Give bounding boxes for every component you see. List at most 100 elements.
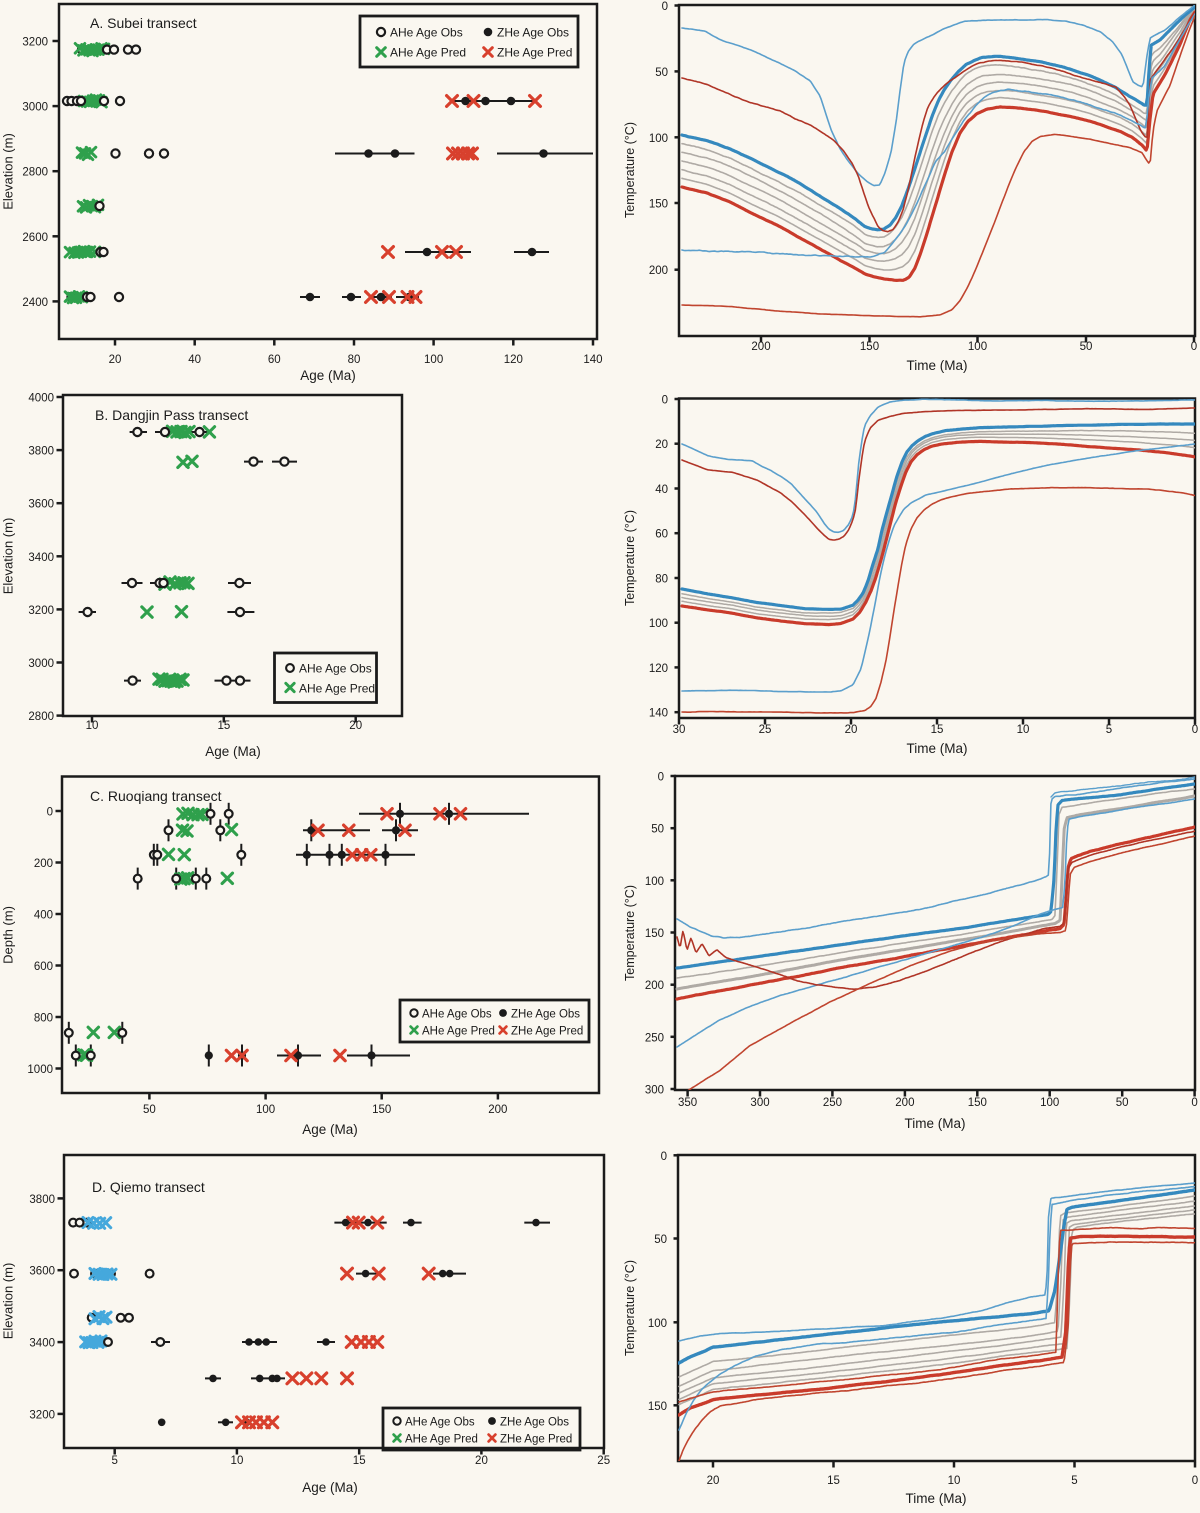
svg-text:3400: 3400 (29, 1338, 55, 1350)
svg-text:0: 0 (1192, 1475, 1198, 1487)
svg-text:60: 60 (268, 354, 281, 366)
svg-text:ZHe Age Pred: ZHe Age Pred (497, 46, 572, 60)
svg-text:300: 300 (750, 1097, 769, 1109)
svg-text:50: 50 (654, 1234, 667, 1246)
svg-text:140: 140 (583, 354, 602, 366)
svg-text:25: 25 (759, 724, 772, 736)
svg-text:ZHe Age Obs: ZHe Age Obs (500, 1417, 569, 1429)
svg-text:50: 50 (1116, 1097, 1129, 1109)
svg-text:Age (Ma): Age (Ma) (205, 744, 261, 759)
svg-text:AHe Age Obs: AHe Age Obs (390, 26, 463, 40)
svg-text:300: 300 (645, 1084, 664, 1096)
svg-text:150: 150 (649, 199, 668, 211)
svg-text:2800: 2800 (28, 711, 54, 723)
svg-text:350: 350 (678, 1097, 697, 1109)
svg-text:150: 150 (645, 928, 664, 940)
svg-text:10: 10 (948, 1475, 961, 1487)
svg-text:AHe Age Obs: AHe Age Obs (422, 1009, 492, 1021)
svg-text:0: 0 (1191, 341, 1197, 353)
svg-text:600: 600 (34, 961, 53, 973)
svg-text:Age (Ma): Age (Ma) (302, 1480, 358, 1495)
svg-text:Temperature (°C): Temperature (°C) (623, 885, 637, 981)
svg-text:3800: 3800 (29, 1194, 55, 1206)
svg-text:50: 50 (651, 824, 664, 836)
svg-text:150: 150 (968, 1097, 987, 1109)
svg-text:0: 0 (662, 395, 668, 407)
svg-text:Temperature (°C): Temperature (°C) (623, 510, 637, 606)
svg-text:0: 0 (1191, 1097, 1197, 1109)
svg-text:B. Dangjin Pass transect: B. Dangjin Pass transect (95, 407, 248, 423)
svg-text:Time (Ma): Time (Ma) (907, 358, 968, 373)
svg-text:200: 200 (649, 265, 668, 277)
svg-text:120: 120 (504, 354, 523, 366)
svg-text:Elevation (m): Elevation (m) (1, 518, 16, 595)
svg-text:140: 140 (649, 708, 668, 720)
svg-text:200: 200 (488, 1104, 507, 1116)
svg-text:AHe Age Obs: AHe Age Obs (299, 662, 372, 676)
svg-text:200: 200 (751, 341, 770, 353)
svg-text:Temperature (°C): Temperature (°C) (623, 1260, 637, 1356)
svg-text:150: 150 (860, 341, 879, 353)
svg-text:100: 100 (645, 876, 664, 888)
svg-text:30: 30 (673, 724, 686, 736)
svg-text:0: 0 (47, 807, 53, 819)
svg-text:100: 100 (649, 618, 668, 630)
svg-text:AHe Age Pred: AHe Age Pred (405, 1434, 478, 1446)
svg-text:250: 250 (645, 1032, 664, 1044)
svg-text:Elevation (m): Elevation (m) (1, 1263, 16, 1340)
svg-text:AHe Age Obs: AHe Age Obs (405, 1417, 475, 1429)
svg-text:100: 100 (256, 1104, 275, 1116)
svg-text:150: 150 (372, 1104, 391, 1116)
svg-text:20: 20 (109, 354, 122, 366)
svg-text:ZHe Age Pred: ZHe Age Pred (500, 1434, 572, 1446)
svg-text:1000: 1000 (27, 1064, 53, 1076)
svg-text:2600: 2600 (22, 232, 48, 244)
svg-text:Depth (m): Depth (m) (1, 906, 16, 964)
svg-text:0: 0 (1192, 724, 1198, 736)
svg-text:D. Qiemo transect: D. Qiemo transect (92, 1179, 205, 1195)
svg-text:120: 120 (649, 663, 668, 675)
svg-text:AHe Age Pred: AHe Age Pred (422, 1026, 495, 1038)
svg-text:Time (Ma): Time (Ma) (907, 741, 968, 756)
svg-text:ZHe Age Pred: ZHe Age Pred (511, 1026, 583, 1038)
svg-text:15: 15 (217, 720, 230, 732)
svg-text:10: 10 (86, 720, 99, 732)
svg-text:3000: 3000 (28, 658, 54, 670)
svg-text:0: 0 (662, 1, 668, 13)
svg-text:3800: 3800 (28, 446, 54, 458)
svg-text:100: 100 (649, 133, 668, 145)
svg-text:5: 5 (1106, 724, 1112, 736)
svg-text:3000: 3000 (22, 102, 48, 114)
svg-text:Temperature (°C): Temperature (°C) (623, 122, 637, 218)
svg-text:5: 5 (111, 1455, 117, 1467)
svg-text:C. Ruoqiang transect: C. Ruoqiang transect (90, 788, 222, 804)
svg-text:3600: 3600 (29, 1266, 55, 1278)
svg-text:100: 100 (648, 1318, 667, 1330)
svg-text:3200: 3200 (22, 37, 48, 49)
svg-text:Time (Ma): Time (Ma) (906, 1491, 967, 1506)
svg-text:5: 5 (1071, 1475, 1077, 1487)
svg-text:200: 200 (895, 1097, 914, 1109)
svg-text:2400: 2400 (22, 297, 48, 309)
svg-text:0: 0 (661, 1151, 667, 1163)
svg-text:15: 15 (931, 724, 944, 736)
svg-text:ZHe Age Obs: ZHe Age Obs (511, 1009, 580, 1021)
svg-text:AHe Age Pred: AHe Age Pred (299, 682, 375, 696)
svg-text:0: 0 (658, 772, 664, 784)
svg-text:15: 15 (353, 1455, 366, 1467)
svg-text:100: 100 (1040, 1097, 1059, 1109)
svg-text:80: 80 (655, 573, 668, 585)
svg-text:50: 50 (143, 1104, 156, 1116)
svg-text:50: 50 (655, 67, 668, 79)
svg-text:20: 20 (349, 720, 362, 732)
svg-text:ZHe Age Obs: ZHe Age Obs (497, 26, 569, 40)
svg-text:Elevation (m): Elevation (m) (1, 133, 16, 210)
svg-text:800: 800 (34, 1013, 53, 1025)
svg-text:15: 15 (827, 1475, 840, 1487)
svg-text:100: 100 (968, 341, 987, 353)
svg-text:2800: 2800 (22, 167, 48, 179)
svg-text:4000: 4000 (28, 393, 54, 405)
svg-text:20: 20 (655, 439, 668, 451)
svg-text:Age (Ma): Age (Ma) (302, 1122, 358, 1137)
svg-text:20: 20 (475, 1455, 488, 1467)
